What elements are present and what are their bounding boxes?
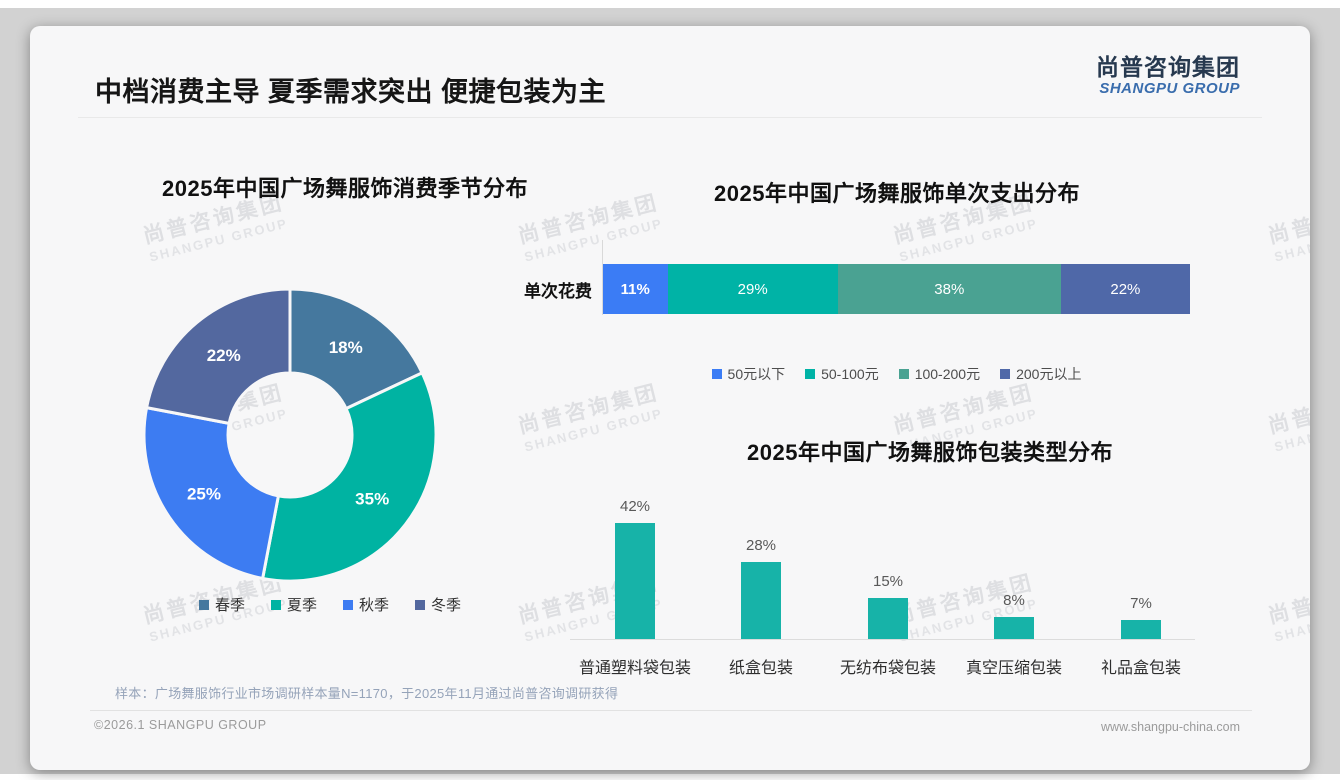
legend-label: 夏季 xyxy=(286,597,317,614)
legend-swatch xyxy=(711,369,722,379)
legend-label: 50-100元 xyxy=(821,366,879,382)
logo-text-cn: 尚普咨询集团 xyxy=(1096,54,1240,80)
bar-category-label: 真空压缩包装 xyxy=(965,660,1062,677)
page-title: 中档消费主导 夏季需求突出 便捷包装为主 xyxy=(95,77,607,107)
stack-segment-label: 38% xyxy=(934,280,965,298)
website-text: www.shangpu-china.com xyxy=(1101,720,1240,734)
legend-swatch xyxy=(805,369,816,379)
stack-segment: 29% xyxy=(667,264,838,314)
legend-label: 秋季 xyxy=(359,597,390,614)
slide-background: 尚普咨询集团 SHANGPU GROUP 尚普咨询集团 SHANGPU GROUP 尚普… xyxy=(0,8,1340,774)
sample-note: 样本：广场舞服饰行业市场调研样本量N=1170，于2025年11月通过尚普咨询调… xyxy=(115,686,619,701)
logo: 尚普咨询集团 SHANGPU GROUP xyxy=(1060,54,1240,98)
legend-label: 冬季 xyxy=(431,597,462,614)
stacked-bar: 11% 29% 38% 22% xyxy=(603,264,1190,314)
donut-legend: 春季 夏季 秋季 冬季 xyxy=(90,594,570,615)
logo-text-en: SHANGPU GROUP xyxy=(1099,80,1240,98)
legend-label: 100-200元 xyxy=(914,366,981,382)
legend-swatch xyxy=(898,369,909,379)
bar-value-label: 7% xyxy=(1130,595,1152,612)
donut-slice-label: 22% xyxy=(207,346,241,365)
stack-segment: 38% xyxy=(837,264,1061,314)
legend-item: 秋季 xyxy=(343,594,389,615)
stacked-chart-title: 2025年中国广场舞服饰单次支出分布 xyxy=(714,181,1080,206)
legend-swatch xyxy=(343,599,353,610)
donut-chart-title: 2025年中国广场舞服饰消费季节分布 xyxy=(162,176,528,201)
stack-segment-label: 29% xyxy=(737,280,768,298)
stack-segment: 22% xyxy=(1060,264,1190,314)
stack-segment-label: 11% xyxy=(620,280,650,298)
legend-swatch xyxy=(415,599,426,610)
slide-card: 尚普咨询集团 SHANGPU GROUP 尚普咨询集团 SHANGPU GROUP 尚普… xyxy=(30,26,1310,770)
legend-item: 50元以下 xyxy=(711,364,786,384)
legend-label: 春季 xyxy=(214,597,245,614)
legend-swatch xyxy=(270,599,281,610)
bar xyxy=(868,598,908,639)
legend-item: 200元以上 xyxy=(1000,364,1081,384)
legend-item: 100-200元 xyxy=(898,364,981,384)
bar-value-label: 15% xyxy=(872,573,904,590)
legend-swatch xyxy=(198,599,209,610)
stacked-axis-line xyxy=(602,240,603,315)
legend-item: 夏季 xyxy=(270,594,317,615)
legend-item: 50-100元 xyxy=(805,364,879,384)
bar-category-label: 纸盒包装 xyxy=(728,660,793,677)
legend-label: 50元以下 xyxy=(727,366,786,382)
donut-chart: 18% 35% 25% 22% xyxy=(142,287,438,583)
stacked-row-label: 单次花费 xyxy=(524,282,592,301)
bar-value-label: 8% xyxy=(1003,592,1025,609)
donut-slice-label: 35% xyxy=(355,490,389,509)
legend-item: 春季 xyxy=(198,594,245,615)
legend-item: 冬季 xyxy=(415,594,461,615)
bar xyxy=(615,523,655,639)
donut-slice xyxy=(288,287,425,411)
bar-category-label: 礼品盒包装 xyxy=(1100,660,1181,677)
bar-chart-baseline xyxy=(570,639,1195,640)
bar-category-label: 无纺布袋包装 xyxy=(839,660,936,677)
title-divider xyxy=(78,117,1262,118)
bar xyxy=(741,562,781,639)
legend-swatch xyxy=(1000,369,1011,379)
copyright-text: ©2026.1 SHANGPU GROUP xyxy=(94,718,267,732)
stack-segment: 11% xyxy=(603,264,668,314)
stacked-legend: 50元以下 50-100元 100-200元 200元以上 xyxy=(593,364,1200,384)
legend-label: 200元以上 xyxy=(1016,366,1082,382)
bar-category-label: 普通塑料袋包装 xyxy=(578,660,691,677)
stack-segment-label: 22% xyxy=(1110,280,1141,298)
bar xyxy=(994,617,1034,639)
bar-value-label: 42% xyxy=(619,498,651,515)
donut-slice xyxy=(144,287,292,426)
bar xyxy=(1121,620,1161,639)
donut-slice-label: 25% xyxy=(187,484,221,503)
donut-slice xyxy=(142,405,281,581)
bar-value-label: 28% xyxy=(745,537,777,554)
donut-slice-label: 18% xyxy=(329,338,363,357)
bar-chart-title: 2025年中国广场舞服饰包装类型分布 xyxy=(747,440,1113,465)
footer-divider xyxy=(90,710,1252,711)
donut-slice xyxy=(260,370,438,583)
